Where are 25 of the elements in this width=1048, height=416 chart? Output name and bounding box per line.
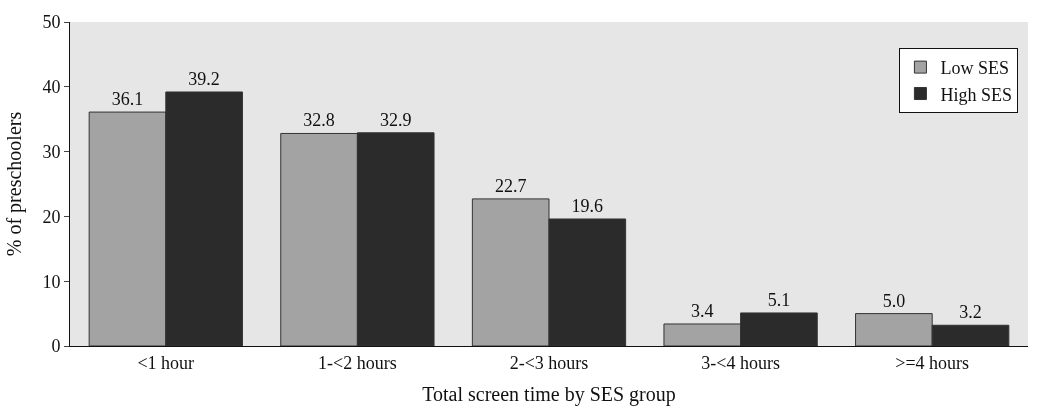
x-tick-label: >=4 hours (895, 352, 970, 373)
y-tick-label: 40 (42, 77, 61, 98)
y-tick-label: 30 (42, 141, 61, 162)
x-axis-title: Total screen time by SES group (422, 383, 676, 407)
data-label: 3.2 (959, 302, 982, 323)
legend-label: High SES (940, 84, 1012, 105)
x-tick-label: <1 hour (137, 352, 195, 373)
data-label: 5.0 (882, 290, 906, 311)
data-label: 32.9 (379, 109, 412, 130)
x-tick-label: 3-<4 hours (701, 352, 780, 373)
y-tick-label: 0 (51, 336, 61, 357)
data-label: 36.1 (111, 89, 144, 110)
data-label: 32.8 (303, 110, 335, 131)
data-label: 39.2 (188, 68, 220, 89)
x-tick-label: 2-<3 hours (509, 352, 589, 373)
y-axis-title: % of preschoolers (2, 111, 26, 257)
data-label: 3.4 (691, 300, 714, 321)
legend-label: Low SES (940, 58, 1009, 79)
y-tick-label: 10 (42, 271, 61, 292)
data-label: 22.7 (494, 175, 527, 196)
data-label: 5.1 (767, 289, 791, 310)
x-tick-label: 1-<2 hours (318, 352, 397, 373)
y-tick-label: 50 (42, 12, 61, 33)
data-label: 19.6 (571, 195, 604, 216)
y-tick-label: 20 (42, 206, 61, 227)
